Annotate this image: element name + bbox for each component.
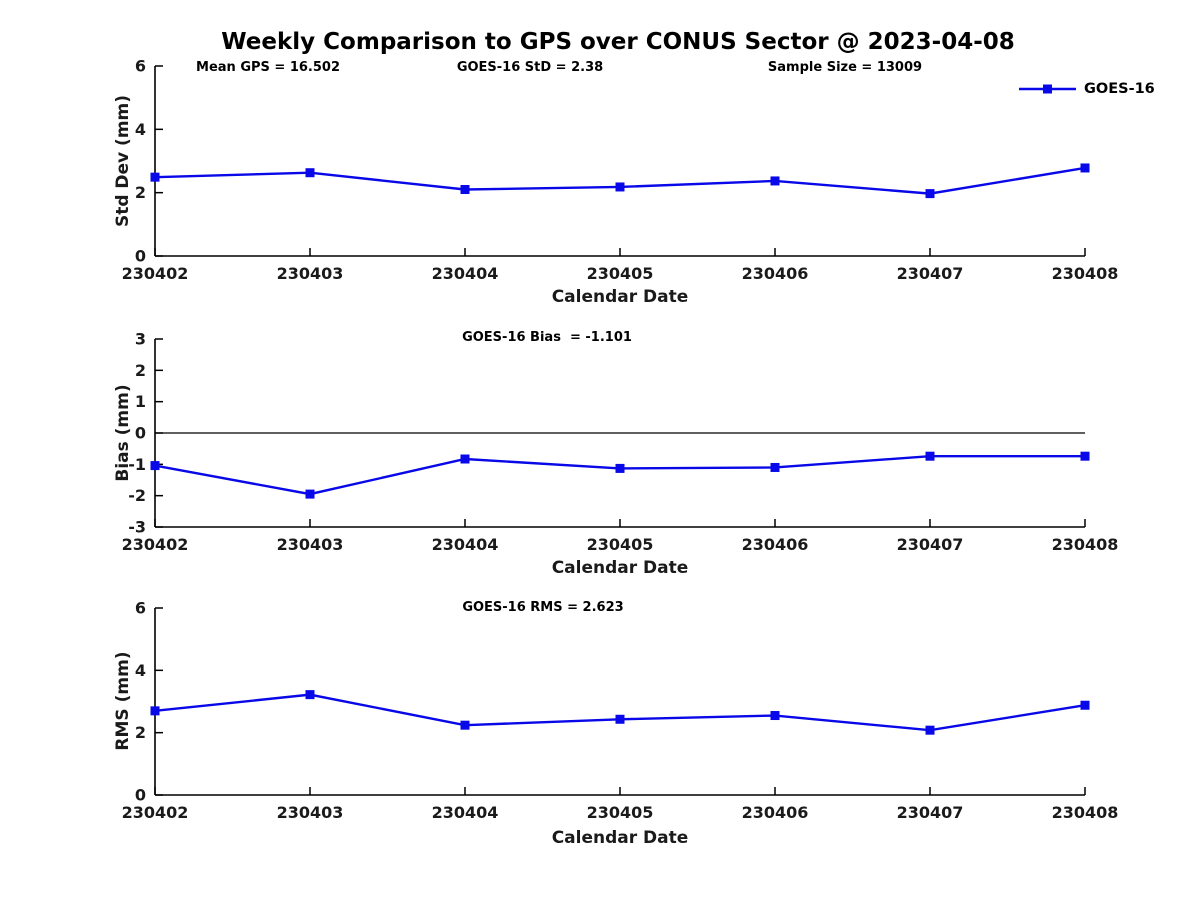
data-point [1080,700,1090,710]
stat-sample-size: Sample Size = 13009 [767,60,923,75]
data-point [615,463,625,473]
x-tick-label: 230402 [122,535,189,554]
series-line [154,454,1085,496]
x-tick-label: 230407 [897,803,964,822]
x-tick-label: 230404 [432,803,499,822]
y-tick-label: 0 [135,424,146,443]
stat-mean-gps: Mean GPS = 16.502 [196,60,340,75]
series-line [154,693,1086,732]
stat-goes16-rms: GOES-16 RMS = 2.623 [462,600,624,615]
y-tick-label: -3 [128,518,146,537]
y-tick-label: 2 [135,183,146,202]
y-tick-label: 2 [135,361,146,380]
data-point [925,725,935,735]
data-point [305,489,315,499]
x-tick-label: 230406 [742,535,809,554]
x-tick-label: 230408 [1052,803,1119,822]
data-point [1080,163,1090,173]
data-point [615,182,625,192]
y-tick-label: -1 [128,455,146,474]
legend-label: GOES-16 [1084,81,1155,97]
x-axis-label-2: Calendar Date [551,558,689,578]
data-point [1080,451,1090,461]
y-axis-label-bias: Bias (mm) [113,384,133,482]
y-tick-label: 2 [135,723,146,742]
subplot-1: 0 2 4 6 230402 230403 230404 230405 230406 230407… [122,57,1119,284]
y-tick-label: -2 [128,486,146,505]
stat-goes16-std: GOES-16 StD = 2.38 [456,60,604,75]
x-tick-label: 230408 [1052,535,1119,554]
y-tick-label: 1 [135,392,146,411]
legend: GOES-16 [1018,81,1155,97]
x-tick-label: 230405 [587,803,654,822]
x-tick-label: 230403 [277,535,344,554]
y-tick-label: 6 [135,57,146,76]
data-point [305,690,315,700]
x-axis-label-3: Calendar Date [551,828,689,848]
subplot-2: -3 -2 -1 0 1 2 3 230402 230403 230404 230405 230406… [122,330,1119,555]
data-point [460,185,470,194]
data-point [150,172,160,182]
x-tick-label: 230406 [742,264,809,283]
x-tick-label: 230403 [277,264,344,283]
y-tick-label: 4 [135,661,146,680]
data-point [615,714,625,724]
data-point [770,176,780,186]
data-point [150,461,160,471]
y-axis-label-rms: RMS (mm) [113,651,133,751]
x-tick-label: 230404 [432,535,499,554]
x-tick-label: 230405 [587,535,654,554]
y-tick-label: 0 [135,786,146,805]
subplot-3: 0 2 4 6 230402 230403 230404 230405 230406 230407… [122,599,1119,823]
data-point [305,168,315,178]
data-point [925,189,935,199]
data-point [150,706,160,716]
y-tick-label: 6 [135,599,146,618]
x-tick-label: 230407 [897,264,964,283]
y-tick-label: 0 [135,247,146,266]
data-point [925,451,935,461]
x-tick-label: 230406 [742,803,809,822]
chart-title: Weekly Comparison to GPS over CONUS Sect… [221,29,1015,55]
stat-goes16-bias: GOES-16 Bias = -1.101 [462,330,632,345]
x-tick-label: 230403 [277,803,344,822]
x-tick-label: 230402 [122,803,189,822]
x-tick-label: 230407 [897,535,964,554]
data-point [770,711,780,721]
y-axis-label-stddev: Std Dev (mm) [113,94,133,228]
data-point [770,462,780,472]
data-point [460,720,470,730]
x-tick-label: 230404 [432,264,499,283]
y-tick-label: 3 [135,330,146,349]
legend-line-marker-icon [1019,84,1076,94]
y-tick-label: 4 [135,120,146,139]
x-axis-label-1: Calendar Date [551,287,689,307]
x-tick-label: 230405 [587,264,654,283]
data-point [460,454,470,464]
x-tick-label: 230402 [122,264,189,283]
x-tick-label: 230408 [1052,264,1119,283]
